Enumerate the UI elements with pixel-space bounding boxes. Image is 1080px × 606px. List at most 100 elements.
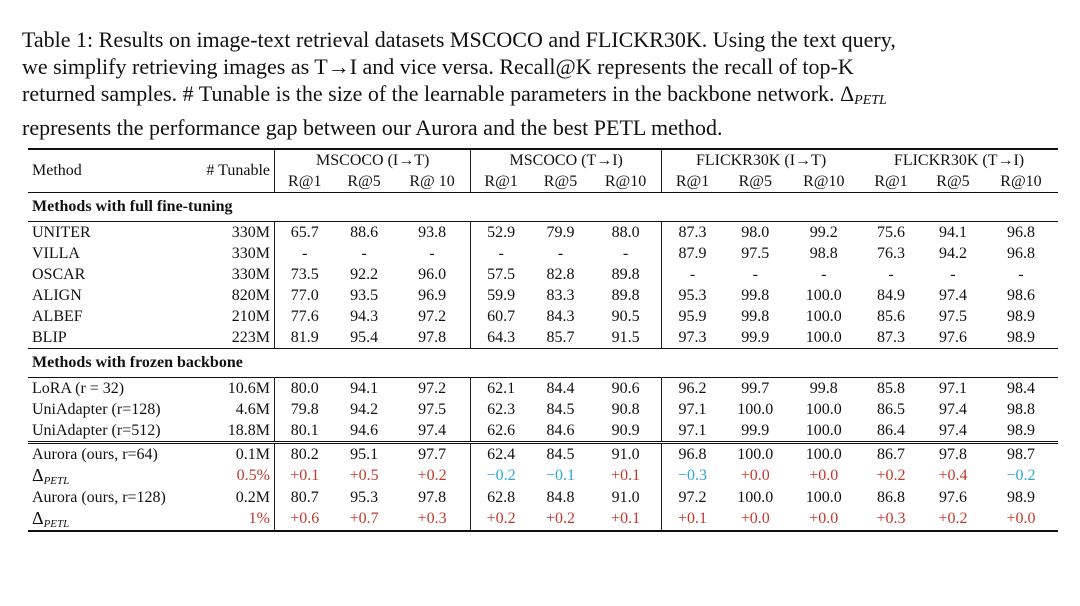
method-cell: ΔPETL — [28, 465, 186, 487]
value-cell: 97.8 — [922, 441, 984, 465]
tunable-cell: 4.6M — [186, 399, 275, 420]
value-cell: 59.9 — [487, 286, 516, 304]
value-cell: - — [821, 265, 827, 283]
value-cell: - — [950, 265, 956, 283]
value-cell: 100.0 — [805, 307, 842, 325]
value-cell: 98.0 — [723, 221, 788, 243]
table-row: LoRA (r = 32) 10.6M 80.0 94.1 97.2 62.1 84.4 90… — [28, 377, 1058, 399]
value-cell: 84.3 — [546, 307, 575, 325]
value-cell: 85.7 — [546, 328, 575, 346]
value-cell: - — [393, 243, 472, 264]
value-cell: +0.1 — [661, 508, 724, 532]
header-group-flickr-t2i: FLICKR30K (T→I) — [860, 148, 1058, 171]
table-row: Aurora (ours, r=128) 0.2M 80.7 95.3 97.8 62.8… — [28, 487, 1058, 508]
value-cell: 87.9 — [678, 244, 707, 262]
value-cell: 84.6 — [546, 421, 575, 439]
value-cell: 100.0 — [787, 441, 861, 465]
header-metric: R@1 — [860, 171, 922, 193]
table-row: OSCAR 330M 73.5 92.2 96.0 57.5 82.8 89.8 - - - - - - — [28, 264, 1058, 285]
value-cell: 99.9 — [741, 328, 770, 346]
method-name: UniAdapter (r=512) — [32, 421, 161, 439]
value-cell: 97.6 — [938, 488, 967, 506]
value-cell: 97.4 — [938, 421, 967, 439]
value-cell: - — [752, 265, 758, 283]
method-cell: UNITER — [28, 221, 186, 243]
method-cell: Aurora (ours, r=64) — [28, 441, 186, 465]
tunable-cell: 330M — [186, 243, 275, 264]
method-name: Δ — [32, 465, 44, 485]
table-row: ΔPETL 1% +0.6 +0.7 +0.3 +0.2 +0.2 +0.1 +0.1 +0.0 +… — [28, 508, 1058, 532]
method-name: Aurora (ours, r=128) — [32, 488, 166, 506]
value-cell: 77.6 — [290, 307, 319, 325]
tunable-cell: 330M — [186, 221, 275, 243]
value-cell: 62.3 — [487, 400, 516, 418]
value-cell: 94.2 — [938, 244, 967, 262]
value-cell: −0.3 — [678, 467, 708, 484]
value-cell: 89.8 — [590, 264, 663, 285]
value-cell: 99.7 — [723, 377, 788, 399]
value-cell: 86.8 — [877, 488, 906, 506]
value-cell: 73.5 — [290, 265, 319, 283]
value-cell: 96.8 — [983, 221, 1058, 243]
value-cell: 62.1 — [470, 377, 531, 399]
value-cell: 97.1 — [678, 400, 707, 418]
value-cell: 57.5 — [487, 265, 516, 283]
header-metric: R@1 — [274, 171, 335, 193]
value-cell: 100.0 — [723, 441, 788, 465]
table-row: UNITER 330M 65.7 88.6 93.8 52.9 79.9 88.0 87.3 98… — [28, 221, 1058, 243]
value-cell: 52.9 — [470, 221, 531, 243]
method-cell: BLIP — [28, 327, 186, 349]
tunable-cell: 330M — [186, 264, 275, 285]
value-cell: 97.2 — [678, 488, 707, 506]
tunable-cell: 1% — [186, 508, 275, 532]
method-cell: ALBEF — [28, 306, 186, 327]
value-cell: 93.8 — [393, 221, 472, 243]
value-cell: 96.9 — [393, 285, 472, 306]
value-cell: 84.8 — [546, 488, 575, 506]
value-cell: 97.4 — [938, 286, 967, 304]
value-cell: 62.8 — [487, 488, 516, 506]
value-cell: +0.1 — [590, 508, 663, 532]
value-cell: 96.8 — [1006, 244, 1035, 262]
header-metric: R@1 — [470, 171, 531, 193]
table-row: BLIP 223M 81.9 95.4 97.8 64.3 85.7 91.5 97.3 99.9… — [28, 327, 1058, 349]
tunable-cell: 18.8M — [186, 420, 275, 443]
value-cell: - — [590, 243, 663, 264]
value-cell: −0.1 — [545, 467, 575, 484]
tunable-cell: 820M — [186, 285, 275, 306]
value-cell: 85.6 — [877, 307, 906, 325]
header-metric: R@ 10 — [393, 171, 472, 193]
section-title: Methods with frozen backbone — [28, 348, 1058, 378]
value-cell: 100.0 — [805, 421, 842, 439]
value-cell: 90.8 — [590, 399, 663, 420]
value-cell: 98.8 — [809, 244, 838, 262]
value-cell: 94.1 — [922, 221, 984, 243]
value-cell: +0.1 — [590, 465, 663, 487]
value-cell: 65.7 — [274, 221, 335, 243]
value-cell: - — [689, 265, 696, 283]
method-name: UNITER — [32, 223, 91, 241]
method-cell: ΔPETL — [28, 508, 186, 532]
value-cell: 83.3 — [546, 286, 575, 304]
value-cell: 96.2 — [661, 377, 724, 399]
value-cell: 97.1 — [678, 421, 707, 439]
tunable-cell: 223M — [186, 327, 275, 349]
value-cell: +0.6 — [274, 508, 335, 532]
section-title: Methods with full fine-tuning — [28, 192, 1058, 222]
value-cell: 98.9 — [1006, 421, 1035, 439]
value-cell: 97.2 — [393, 377, 472, 399]
caption-line-4: represents the performance gap between o… — [22, 115, 723, 140]
value-cell: 97.7 — [393, 441, 472, 465]
delta-subscript: PETL — [43, 518, 70, 530]
value-cell: +0.5 — [349, 467, 379, 484]
value-cell: 80.2 — [274, 441, 335, 465]
method-name: BLIP — [32, 328, 67, 346]
value-cell: 62.6 — [487, 421, 516, 439]
value-cell: 96.0 — [393, 264, 472, 285]
value-cell: 98.4 — [983, 377, 1058, 399]
method-cell: Aurora (ours, r=128) — [28, 487, 186, 508]
value-cell: 80.1 — [290, 421, 319, 439]
caption-line-1: Table 1: Results on image-text retrieval… — [22, 27, 896, 52]
value-cell: 99.8 — [741, 307, 770, 325]
value-cell: 97.2 — [393, 306, 472, 327]
